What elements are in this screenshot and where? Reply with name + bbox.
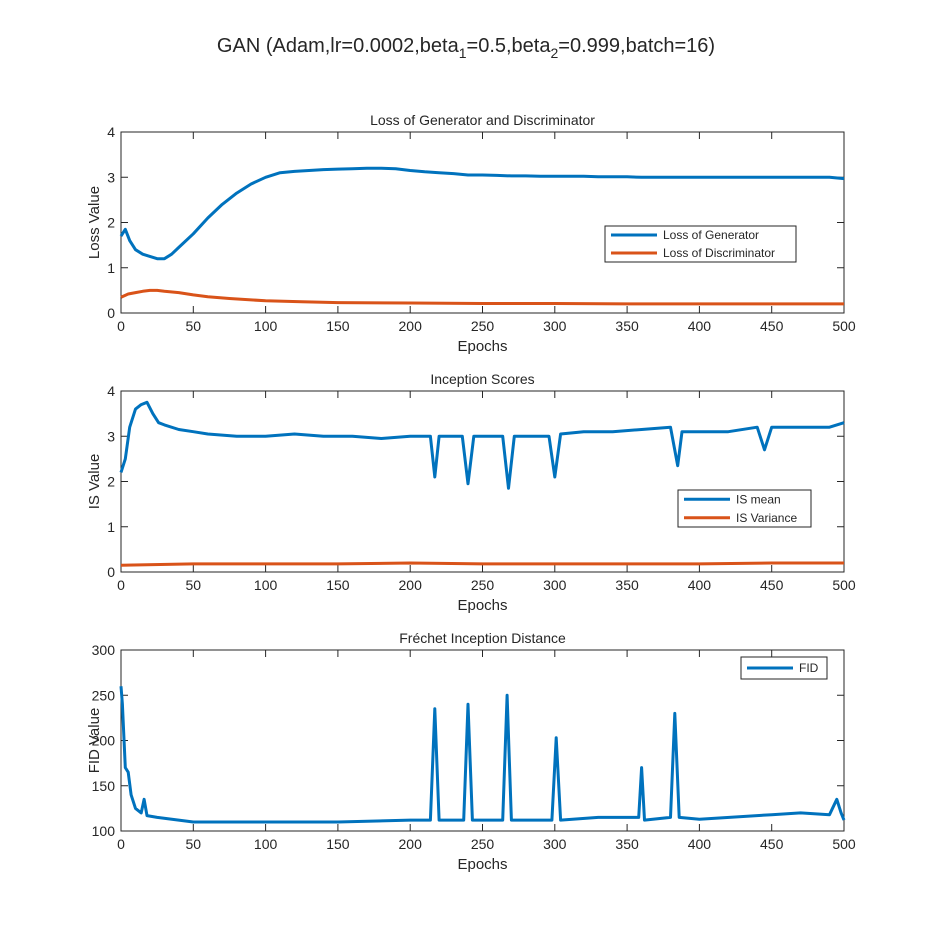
x-tick-label: 400	[688, 318, 712, 334]
y-tick-label: 4	[107, 383, 115, 399]
x-tick-label: 450	[760, 836, 784, 852]
y-axis-label: Loss Value	[86, 186, 103, 259]
x-tick-label: 150	[326, 318, 350, 334]
series-line-loss-of-generator	[119, 166, 845, 261]
legend-label: Loss of Discriminator	[663, 246, 775, 260]
series-line-is-variance	[120, 561, 844, 567]
title-subscript-1: 1	[459, 45, 467, 61]
x-tick-label: 400	[688, 836, 712, 852]
series-line-is-mean	[119, 400, 845, 490]
chart-title: Loss of Generator and Discriminator	[370, 112, 595, 128]
chart-title: Fréchet Inception Distance	[399, 630, 566, 646]
x-tick-label: 50	[186, 836, 202, 852]
x-tick-label: 250	[471, 577, 495, 593]
y-tick-label: 250	[92, 687, 116, 703]
x-tick-label: 50	[186, 577, 202, 593]
title-part-3: =0.999,batch=16)	[558, 35, 715, 57]
y-tick-label: 3	[107, 169, 115, 185]
title-part-2: =0.5,beta	[467, 35, 552, 57]
series-line-loss-of-discriminator	[120, 288, 844, 306]
x-tick-label: 450	[760, 577, 784, 593]
y-axis-label: IS Value	[86, 454, 103, 510]
y-tick-label: 4	[107, 124, 115, 140]
x-tick-label: 500	[832, 836, 856, 852]
title-subscript-2: 2	[550, 45, 558, 61]
x-tick-label: 150	[326, 577, 350, 593]
x-tick-label: 300	[543, 836, 567, 852]
legend-box	[677, 489, 812, 528]
y-tick-label: 1	[107, 519, 115, 535]
y-tick-label: 1	[107, 260, 115, 276]
y-tick-label: 2	[107, 474, 115, 490]
chart-title: Inception Scores	[430, 371, 534, 387]
legend-box	[604, 225, 797, 263]
legend: Loss of Generator Loss of Discriminator	[604, 225, 797, 263]
y-tick-label: 0	[107, 305, 115, 321]
x-tick-label: 0	[117, 318, 125, 334]
x-tick-label: 200	[399, 836, 423, 852]
x-axis-label: Epochs	[457, 856, 507, 873]
legend-label: IS mean	[736, 492, 781, 506]
x-tick-label: 300	[543, 318, 567, 334]
x-tick-label: 0	[117, 577, 125, 593]
x-tick-label: 300	[543, 577, 567, 593]
y-tick-label: 300	[92, 642, 116, 658]
x-axis-label: Epochs	[457, 597, 507, 614]
y-tick-label: 100	[92, 823, 116, 839]
legend: IS mean IS Variance	[677, 489, 812, 528]
plot-area	[120, 131, 845, 314]
x-tick-label: 350	[615, 318, 639, 334]
x-tick-label: 100	[254, 318, 278, 334]
y-tick-label: 200	[92, 733, 116, 749]
plot-area	[120, 390, 845, 573]
x-axis-label: Epochs	[457, 338, 507, 355]
x-tick-label: 0	[117, 836, 125, 852]
x-tick-label: 200	[399, 318, 423, 334]
plot-area	[120, 649, 845, 832]
x-tick-label: 400	[688, 577, 712, 593]
x-tick-label: 250	[471, 836, 495, 852]
y-tick-label: 0	[107, 564, 115, 580]
x-tick-label: 350	[615, 577, 639, 593]
figure-title: GAN (Adam,lr=0.0002,beta1=0.5,beta2=0.99…	[217, 35, 715, 61]
series-line-fid	[119, 686, 846, 824]
legend-label: Loss of Generator	[663, 228, 759, 242]
x-tick-label: 250	[471, 318, 495, 334]
x-tick-label: 500	[832, 318, 856, 334]
x-tick-label: 500	[832, 577, 856, 593]
y-tick-label: 3	[107, 428, 115, 444]
x-tick-label: 150	[326, 836, 350, 852]
x-tick-label: 450	[760, 318, 784, 334]
x-tick-label: 50	[186, 318, 202, 334]
chart-panel-3: Fréchet Inception Distance 0 50 100 150 200 25…	[86, 630, 856, 873]
legend-label: FID	[799, 661, 819, 675]
x-tick-label: 100	[254, 836, 278, 852]
y-axis-label: FID Value	[86, 708, 103, 774]
y-tick-label: 150	[92, 778, 116, 794]
x-tick-label: 100	[254, 577, 278, 593]
x-tick-label: 200	[399, 577, 423, 593]
legend: FID	[740, 656, 828, 680]
title-part-1: GAN (Adam,lr=0.0002,beta	[217, 35, 460, 57]
chart-panel-2: Inception Scores 0 50 100 150 200 250 300 350 400…	[86, 371, 856, 614]
y-tick-label: 2	[107, 215, 115, 231]
legend-label: IS Variance	[736, 511, 797, 525]
x-tick-label: 350	[615, 836, 639, 852]
